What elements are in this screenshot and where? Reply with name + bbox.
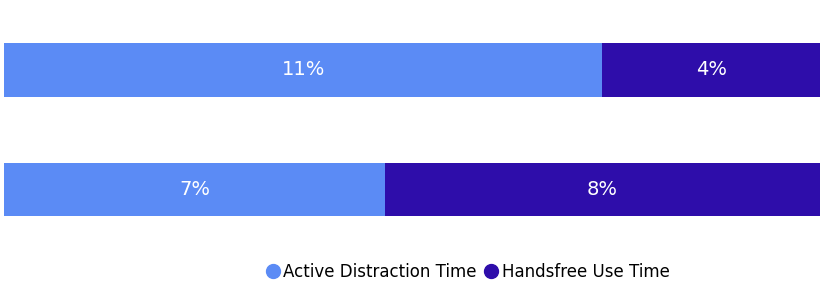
Bar — [385, 163, 820, 217]
Legend: Active Distraction Time, Handsfree Use Time: Active Distraction Time, Handsfree Use T… — [262, 256, 677, 288]
Bar — [4, 43, 602, 97]
Text: 11%: 11% — [282, 60, 325, 79]
Text: 4%: 4% — [695, 60, 727, 79]
Text: 8%: 8% — [587, 180, 618, 199]
Bar — [602, 43, 820, 97]
Bar — [4, 163, 385, 217]
Text: 7%: 7% — [179, 180, 210, 199]
